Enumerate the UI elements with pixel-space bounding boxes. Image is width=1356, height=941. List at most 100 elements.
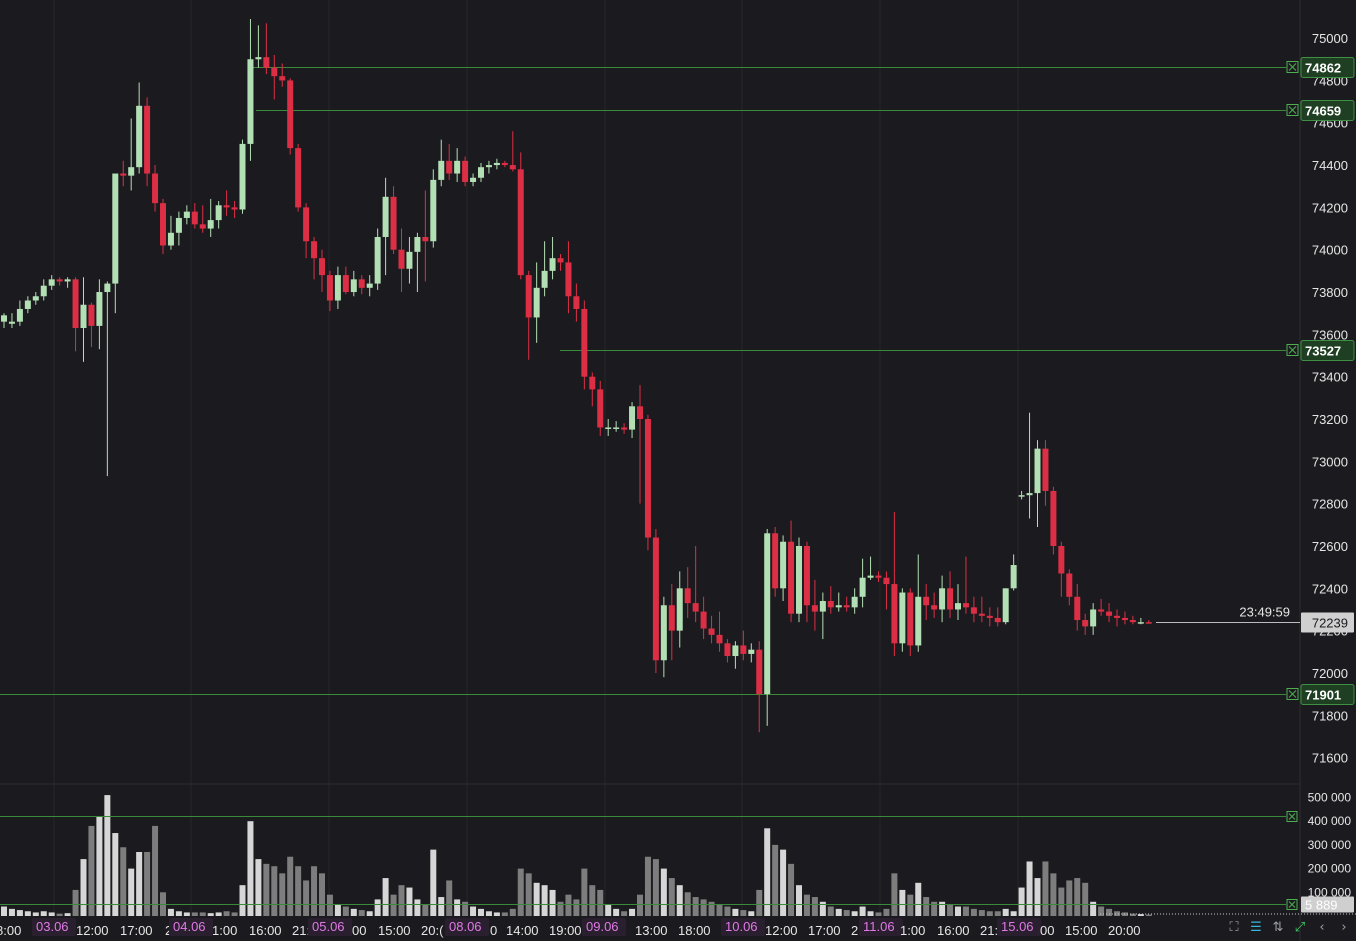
- volume-bar: [136, 852, 143, 916]
- candle-body: [32, 296, 39, 301]
- candle-body: [215, 205, 222, 221]
- candle-body: [605, 427, 612, 429]
- candle-body: [287, 80, 294, 149]
- volume-bar: [740, 910, 747, 916]
- volume-bar: [1066, 880, 1073, 916]
- candle-body: [422, 237, 429, 242]
- volume-bar: [923, 897, 930, 916]
- price-tick-label: 74000: [1312, 243, 1348, 258]
- volume-bar: [390, 894, 397, 916]
- volume-bar: [334, 904, 341, 916]
- scale-arrows-icon[interactable]: ⇅: [1272, 920, 1284, 935]
- date-tag-background: [582, 918, 626, 936]
- volume-bar: [398, 885, 405, 916]
- volume-bar: [478, 908, 484, 916]
- volume-bars: [1, 795, 1152, 916]
- candle-body: [128, 167, 135, 176]
- level-price-tag: [1300, 684, 1355, 705]
- volume-bar: [835, 908, 842, 916]
- candle-body: [311, 241, 318, 259]
- volume-bar: [1010, 911, 1017, 916]
- chevron-right-icon[interactable]: ›: [1341, 920, 1347, 935]
- candle-body: [907, 592, 914, 646]
- time-label: 20:(: [421, 923, 444, 938]
- fullscreen-icon[interactable]: ⛶: [1229, 920, 1239, 935]
- candle-body: [708, 628, 715, 635]
- volume-bar: [88, 825, 95, 916]
- candle-body: [589, 376, 596, 390]
- candle-body: [8, 321, 15, 324]
- candle-body: [239, 143, 246, 210]
- level-price-tag: [1300, 57, 1355, 78]
- candle-body: [541, 270, 548, 288]
- candle-body: [438, 160, 445, 180]
- volume-bar: [64, 913, 71, 916]
- volume-bar: [692, 897, 699, 916]
- time-label: 17:00: [808, 923, 841, 938]
- candle-body: [660, 605, 667, 661]
- volume-bar: [183, 912, 190, 916]
- volume-bar: [175, 911, 182, 916]
- volume-bar: [772, 844, 779, 916]
- candle-body: [1042, 448, 1049, 491]
- price-tick-label: 74400: [1312, 158, 1348, 173]
- time-label: 15:00: [1065, 923, 1098, 938]
- volume-bar: [780, 849, 787, 916]
- volume-bar: [1098, 906, 1105, 916]
- candle-body: [358, 279, 365, 288]
- candle-body: [175, 217, 182, 233]
- candle-body: [223, 205, 230, 208]
- date-tag-background: [169, 918, 213, 936]
- volume-bar: [1042, 861, 1049, 916]
- remove-level-icon: [1286, 104, 1299, 116]
- volume-bar: [56, 913, 63, 916]
- candle-body: [923, 596, 930, 606]
- volume-bar: [430, 849, 437, 916]
- price-tick-label: 73800: [1312, 285, 1348, 300]
- candle-body: [533, 287, 540, 318]
- candle-body: [835, 605, 842, 608]
- volume-bar: [32, 912, 39, 916]
- volume-bar: [462, 901, 469, 916]
- volume-bar: [827, 906, 834, 916]
- volume-bar: [1145, 914, 1152, 916]
- candle-body: [525, 275, 532, 318]
- settings-sliders-icon[interactable]: ☰: [1250, 920, 1262, 935]
- candle-body: [549, 258, 556, 271]
- volume-bar: [621, 911, 628, 916]
- volume-bar: [978, 910, 985, 916]
- volume-bar: [843, 910, 850, 916]
- candle-body: [756, 649, 763, 695]
- chevron-left-icon[interactable]: ‹: [1319, 920, 1325, 935]
- time-label: 12:00: [765, 923, 798, 938]
- candle-body: [191, 211, 198, 225]
- candle-body: [1098, 609, 1105, 612]
- volume-bar: [859, 906, 866, 916]
- volume-bar: [581, 868, 588, 916]
- candle-body: [1002, 588, 1009, 623]
- volume-bar: [589, 885, 596, 916]
- expand-icon[interactable]: ⤢: [1294, 920, 1306, 935]
- volume-level-tag: [1301, 896, 1354, 913]
- volume-bar: [326, 894, 333, 916]
- volume-bar: [96, 816, 103, 916]
- candle-body: [1121, 617, 1128, 621]
- volume-bar: [40, 911, 47, 916]
- volume-bar: [541, 885, 548, 916]
- volume-bar: [986, 911, 993, 916]
- time-label: 12:00: [76, 923, 109, 938]
- volume-bar: [1034, 878, 1041, 916]
- candle-body: [334, 275, 341, 301]
- time-label: 20:00: [1108, 923, 1141, 938]
- volume-bar: [819, 901, 826, 916]
- level-tags[interactable]: 74862 74659 73527 71901: [1286, 57, 1355, 705]
- candle-body: [740, 645, 747, 654]
- candle-body: [668, 605, 675, 631]
- candle-body: [637, 406, 643, 420]
- date-tag-background: [859, 918, 903, 936]
- grid: [0, 0, 1301, 941]
- candle-body: [875, 575, 882, 578]
